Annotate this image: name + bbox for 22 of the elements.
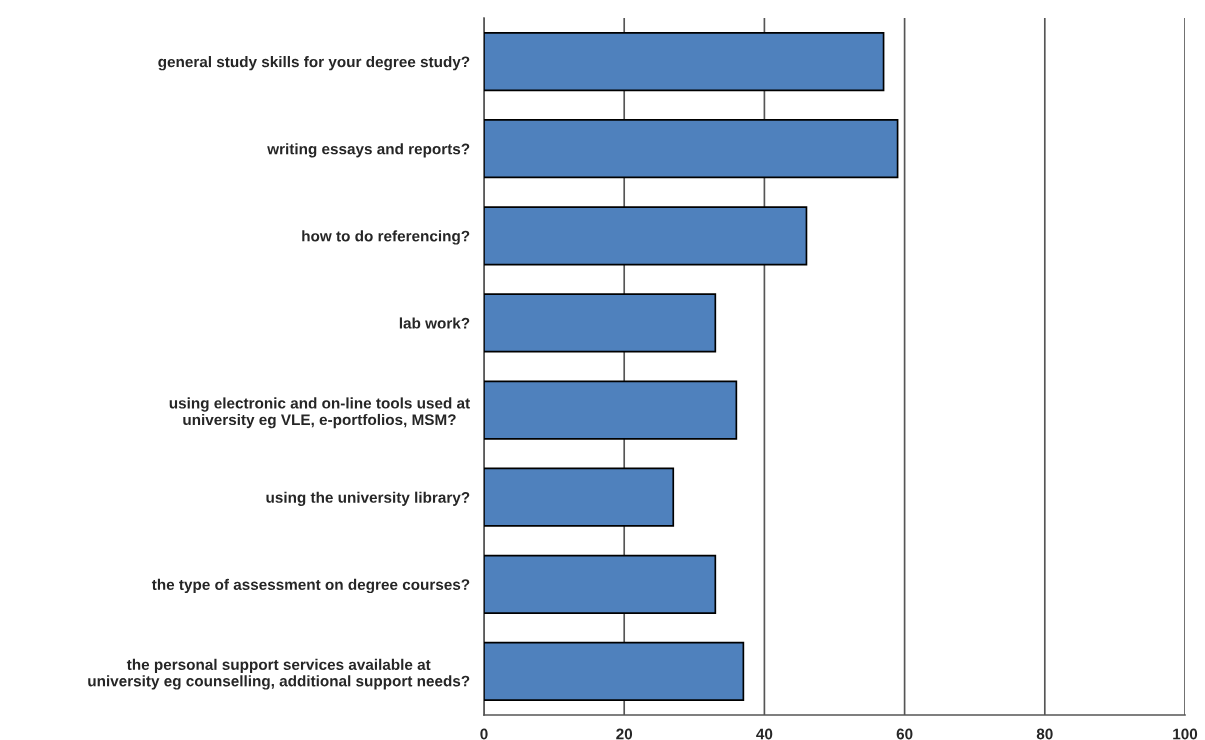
x-tick-label: 40: [756, 728, 773, 740]
bar: [484, 119, 899, 179]
bar: [484, 380, 738, 440]
bar: [484, 467, 675, 527]
y-tick-label: using the university library?: [266, 491, 470, 506]
x-tick-label: 0: [480, 728, 488, 740]
bar: [484, 293, 717, 353]
y-tick-label: using electronic and on-line tools used at university eg VLE, e-portfolios, MSM?: [169, 397, 470, 429]
x-tick-label: 100: [1173, 728, 1198, 740]
x-tick-label: 60: [896, 728, 913, 740]
y-tick-label: lab work?: [399, 317, 470, 329]
bar: [484, 31, 885, 92]
y-tick-label: the personal support services available at university eg counselling, additional support needs?: [88, 658, 470, 690]
y-tick-label: writing essays and reports?: [267, 143, 470, 158]
bar: [484, 641, 745, 702]
x-tick-label: 80: [1036, 728, 1053, 740]
y-tick-label: the type of assessment on degree courses?: [151, 578, 470, 594]
bar: [484, 554, 717, 614]
bar: [484, 206, 808, 266]
y-tick-label: general study skills for your degree study?: [158, 56, 470, 71]
x-tick-label: 20: [616, 728, 633, 740]
y-tick-label: how to do referencing?: [302, 230, 470, 245]
